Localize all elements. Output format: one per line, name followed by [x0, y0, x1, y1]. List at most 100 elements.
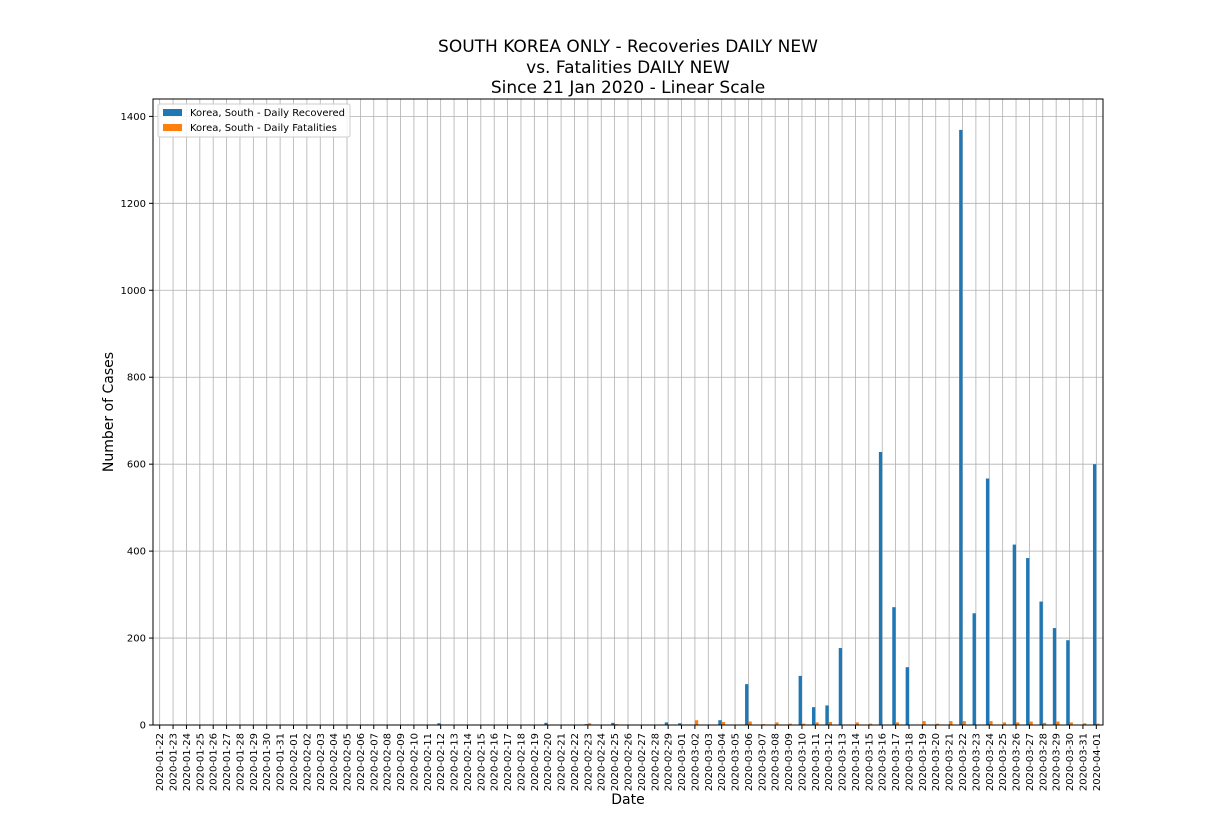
y-tick-label: 0	[140, 721, 146, 732]
bar-recovered	[1012, 544, 1017, 725]
x-tick-label: 2020-02-03	[316, 733, 327, 791]
x-tick-label: 2020-02-09	[396, 733, 407, 791]
x-tick-label: 2020-01-30	[262, 733, 273, 791]
y-tick-label: 600	[127, 460, 146, 471]
x-tick-label: 2020-02-07	[369, 733, 380, 791]
x-tick-label: 2020-02-05	[343, 733, 354, 791]
bar-fatalities	[1056, 721, 1060, 725]
bar-recovered	[1066, 640, 1070, 725]
bar-recovered	[825, 705, 829, 725]
y-tick-label: 400	[127, 547, 146, 558]
x-tick-label: 2020-03-01	[677, 733, 688, 791]
x-tick-label: 2020-01-23	[169, 733, 180, 791]
bar-recovered	[1039, 601, 1043, 725]
y-axis-ticks: 0 200 400 600 800 1000 1200 1400	[121, 112, 153, 732]
x-tick-label: 2020-03-10	[797, 733, 808, 791]
x-tick-label: 2020-02-20	[543, 733, 554, 791]
x-tick-label: 2020-03-31	[1078, 733, 1089, 791]
x-tick-label: 2020-03-15	[864, 733, 875, 791]
x-tick-label: 2020-02-21	[557, 733, 568, 791]
bar-recovered	[1052, 628, 1057, 725]
x-tick-label: 2020-03-28	[1038, 733, 1049, 791]
x-tick-label: 2020-02-29	[664, 733, 675, 791]
x-tick-label: 2020-03-18	[904, 733, 915, 791]
bar-fatalities	[868, 723, 873, 725]
x-tick-label: 2020-02-14	[463, 733, 474, 791]
bar-recovered	[1092, 464, 1097, 725]
x-tick-label: 2020-03-19	[918, 733, 929, 791]
bar-recovered	[745, 684, 749, 725]
bar-recovered	[678, 723, 682, 725]
x-tick-label: 2020-03-05	[731, 733, 742, 791]
x-tick-label: 2020-02-04	[329, 733, 340, 791]
x-tick-label: 2020-03-24	[985, 733, 996, 791]
x-tick-label: 2020-02-01	[289, 733, 300, 791]
legend-box	[157, 103, 351, 138]
x-tick-label: 2020-02-28	[650, 733, 661, 791]
bar-fatalities	[748, 721, 752, 725]
x-tick-label: 2020-03-17	[891, 733, 902, 791]
x-tick-label: 2020-03-16	[878, 733, 889, 791]
x-tick-label: 2020-02-12	[436, 733, 447, 791]
bar-fatalities	[935, 723, 940, 725]
bar-fatalities	[815, 722, 819, 725]
chart-title-line-2: vs. Fatalities DAILY NEW	[526, 58, 730, 78]
legend: Korea, South - Daily Recovered Korea, So…	[157, 103, 351, 138]
bar-fatalities	[922, 721, 926, 725]
bar-fatalities	[1029, 721, 1033, 725]
x-tick-label: 2020-03-13	[838, 733, 849, 791]
bar-recovered	[811, 707, 816, 725]
x-tick-label: 2020-03-29	[1052, 733, 1063, 791]
bar-fatalities	[949, 721, 953, 725]
bar-fatalities	[895, 722, 899, 725]
y-axis-label: Number of Cases	[101, 352, 117, 472]
bar-recovered	[1026, 558, 1030, 725]
x-tick-label: 2020-04-01	[1092, 733, 1103, 791]
x-tick-label: 2020-03-09	[784, 733, 795, 791]
x-tick-label: 2020-03-22	[958, 733, 969, 791]
legend-label-fatalities: Korea, South - Daily Fatalities	[190, 123, 337, 134]
chart-title-line-1: SOUTH KOREA ONLY - Recoveries DAILY NEW	[438, 37, 818, 57]
bar-fatalities	[855, 722, 859, 725]
x-tick-label: 2020-03-23	[971, 733, 982, 791]
bar-fatalities	[1016, 722, 1020, 725]
x-tick-label: 2020-02-06	[356, 733, 367, 791]
x-tick-label: 2020-02-11	[423, 733, 434, 791]
x-tick-label: 2020-02-15	[476, 733, 487, 791]
bar-fatalities	[1082, 723, 1087, 725]
x-tick-label: 2020-01-24	[182, 733, 193, 791]
bar-fatalities	[1069, 722, 1073, 725]
x-axis-ticks: 2020-01-22 2020-01-23 2020-01-24 2020-01-25…	[155, 725, 1103, 791]
x-tick-label: 2020-02-19	[530, 733, 541, 791]
bar-recovered	[718, 720, 722, 725]
x-tick-label: 2020-02-27	[637, 733, 648, 791]
y-tick-label: 1200	[121, 199, 146, 210]
x-tick-label: 2020-03-21	[945, 733, 956, 791]
x-tick-label: 2020-02-10	[409, 733, 420, 791]
bar-fatalities	[1042, 722, 1047, 725]
x-tick-label: 2020-01-31	[276, 733, 287, 791]
x-tick-label: 2020-03-02	[690, 733, 701, 791]
x-tick-label: 2020-01-25	[195, 733, 206, 791]
x-tick-label: 2020-02-16	[490, 733, 501, 791]
x-tick-label: 2020-03-07	[757, 733, 768, 791]
x-tick-label: 2020-03-14	[851, 733, 862, 791]
bar-recovered	[959, 129, 963, 725]
bar-recovered	[664, 722, 669, 725]
x-tick-label: 2020-02-08	[383, 733, 394, 791]
x-tick-label: 2020-03-26	[1012, 733, 1023, 791]
x-tick-label: 2020-02-23	[583, 733, 594, 791]
x-tick-label: 2020-03-03	[704, 733, 715, 791]
x-tick-label: 2020-02-24	[597, 733, 608, 791]
x-tick-label: 2020-03-30	[1065, 733, 1076, 791]
bars	[370, 129, 1100, 725]
x-tick-label: 2020-02-26	[624, 733, 635, 791]
bar-recovered	[437, 723, 441, 725]
bar-recovered	[838, 648, 843, 725]
y-tick-label: 1000	[121, 286, 146, 297]
x-tick-label: 2020-03-04	[717, 733, 728, 791]
bar-fatalities	[1096, 723, 1100, 725]
bar-fatalities	[694, 720, 699, 725]
